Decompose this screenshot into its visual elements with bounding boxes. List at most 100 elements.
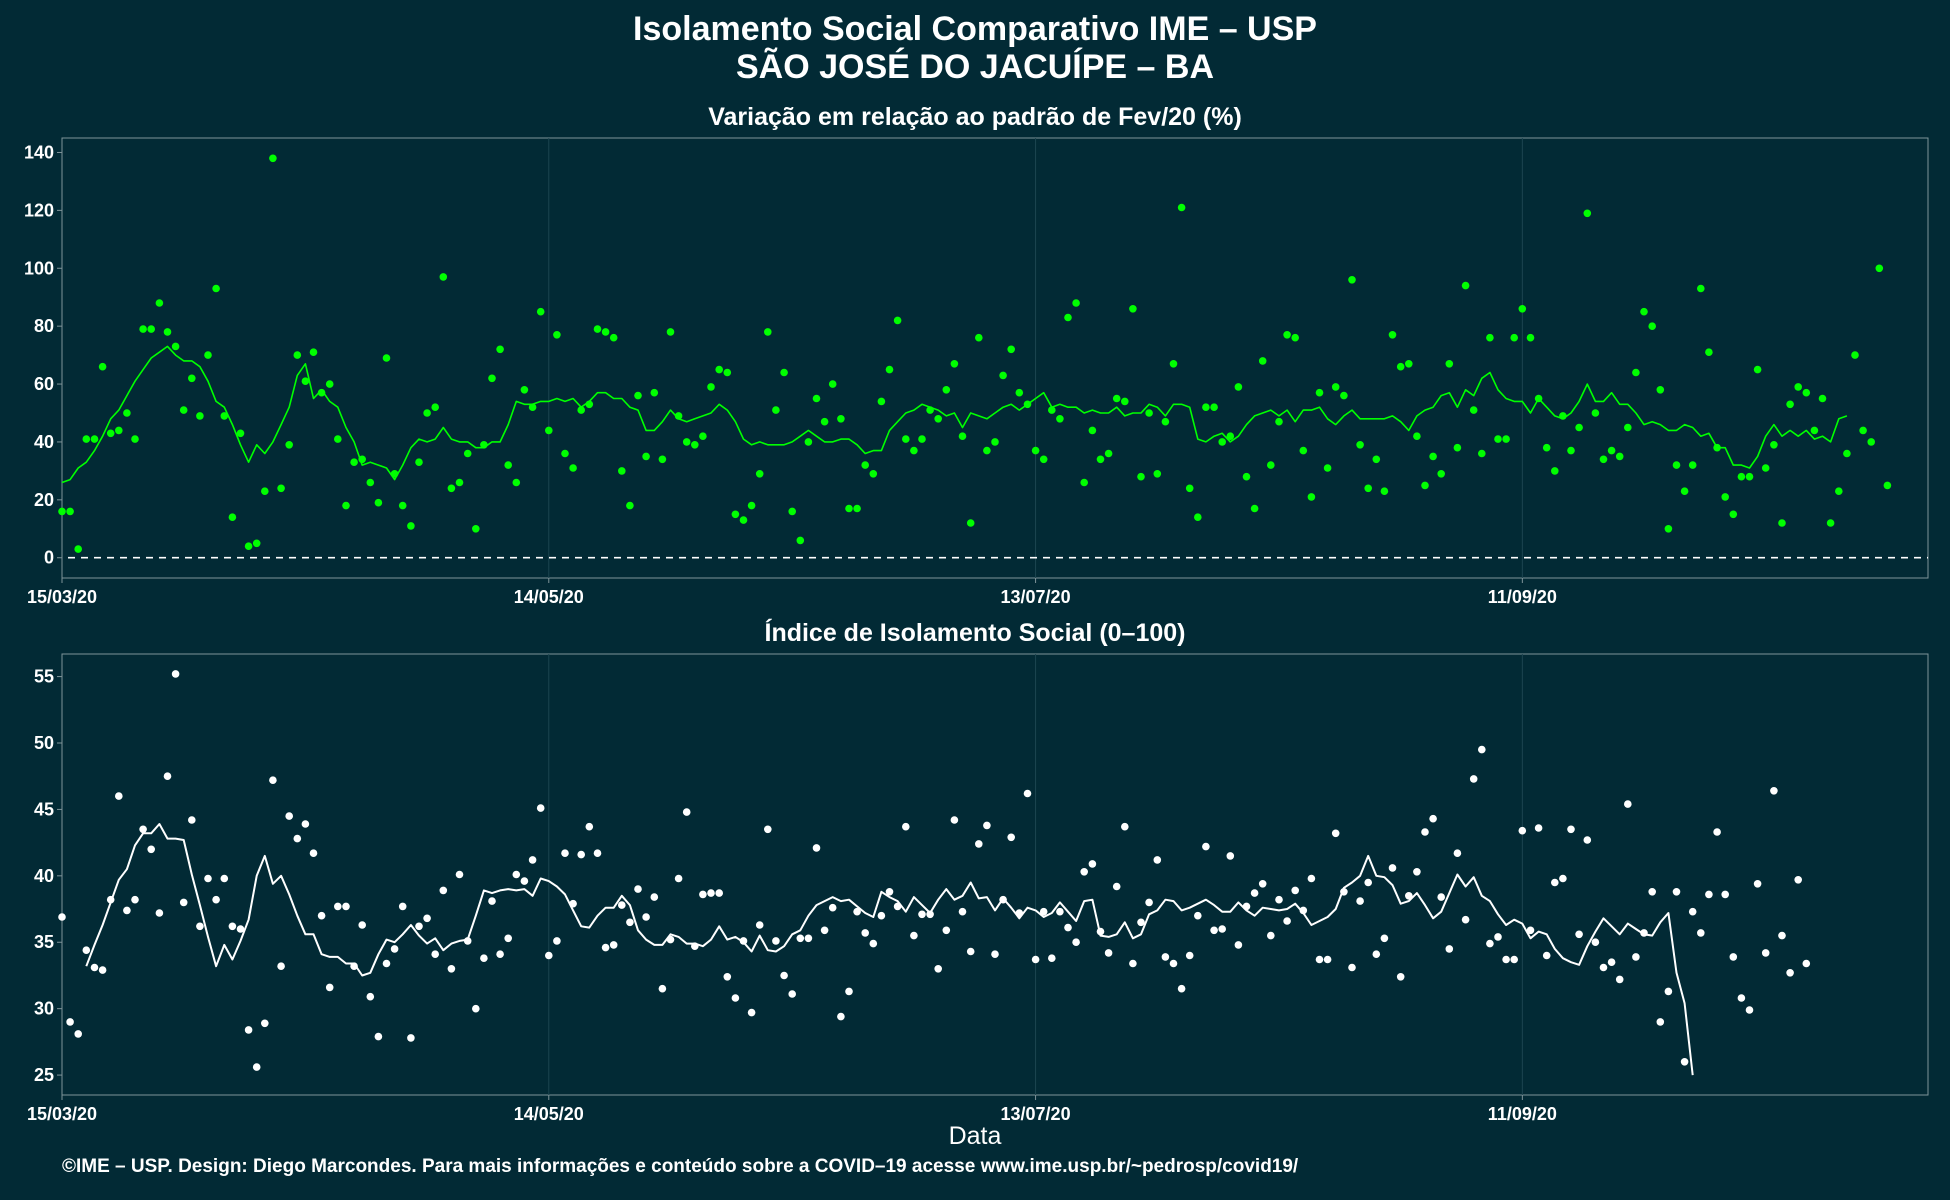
bottom-y-tick-label: 50 <box>34 733 54 753</box>
top-data-point <box>423 409 431 417</box>
bottom-data-point <box>893 902 902 911</box>
top-data-point <box>926 406 934 414</box>
top-data-point <box>261 487 269 496</box>
top-data-point <box>893 316 902 325</box>
bottom-data-point <box>1778 931 1786 940</box>
top-data-point <box>1356 441 1364 449</box>
top-data-point <box>236 429 245 438</box>
bottom-data-point <box>350 962 358 970</box>
top-data-point <box>1761 464 1770 472</box>
top-data-point <box>277 484 285 493</box>
top-data-point <box>634 391 642 400</box>
top-data-point <box>877 397 886 406</box>
bottom-data-point <box>334 902 342 911</box>
bottom-data-point <box>415 922 423 931</box>
top-data-point <box>674 412 683 420</box>
top-data-point <box>455 478 464 487</box>
top-y-tick-label: 40 <box>34 432 54 452</box>
top-data-point <box>1104 449 1113 458</box>
top-data-point <box>1323 464 1332 472</box>
bottom-data-point <box>618 901 626 909</box>
bottom-data-point <box>1031 955 1040 964</box>
top-data-point <box>593 325 602 333</box>
bottom-data-point <box>869 939 878 948</box>
bottom-data-point <box>1153 856 1162 864</box>
top-data-point <box>1640 307 1648 316</box>
top-data-point <box>285 441 294 449</box>
bottom-data-point <box>1388 864 1397 872</box>
top-data-point <box>642 452 650 461</box>
bottom-data-point <box>877 911 886 920</box>
bottom-data-point <box>496 950 504 958</box>
top-data-point <box>431 403 440 412</box>
bottom-data-point <box>1348 963 1356 972</box>
bottom-data-point <box>658 984 667 993</box>
top-data-point <box>1153 470 1162 478</box>
bottom-data-point <box>431 950 440 958</box>
bottom-data-point <box>1226 852 1235 860</box>
bottom-data-point <box>1291 886 1299 895</box>
bottom-data-point <box>1510 955 1518 964</box>
top-data-point <box>488 374 496 383</box>
top-x-tick-label: 15/03/20 <box>27 587 97 607</box>
top-data-point <box>853 504 861 513</box>
top-data-point <box>98 362 107 371</box>
top-data-point <box>504 461 512 469</box>
top-data-point <box>1810 426 1819 435</box>
top-data-point <box>350 458 358 467</box>
bottom-data-point <box>812 844 821 852</box>
bottom-data-point <box>1607 958 1616 966</box>
top-y-tick-label: 80 <box>34 316 54 336</box>
top-data-point <box>1713 443 1721 452</box>
top-data-point <box>1348 276 1356 284</box>
bottom-data-point <box>1421 828 1429 836</box>
top-data-point <box>139 325 147 333</box>
bottom-data-point <box>796 934 805 943</box>
top-data-point <box>1688 461 1697 469</box>
top-data-point <box>536 307 545 316</box>
bottom-data-point <box>82 946 91 954</box>
top-data-point <box>1737 472 1746 481</box>
bottom-data-point <box>1340 888 1348 896</box>
top-data-point <box>885 365 894 374</box>
bottom-data-point <box>277 962 285 970</box>
top-data-point <box>966 519 975 527</box>
top-data-point <box>553 331 561 339</box>
bottom-data-point <box>204 874 212 883</box>
bottom-data-point <box>1494 933 1502 941</box>
bottom-data-point <box>958 907 967 916</box>
bottom-data-point <box>1023 789 1032 798</box>
bottom-data-point <box>398 902 407 911</box>
bottom-data-point <box>374 1032 383 1041</box>
bottom-data-point <box>1323 955 1332 964</box>
bottom-data-point <box>472 1004 480 1013</box>
bottom-data-point <box>1331 829 1340 838</box>
top-data-point <box>1226 432 1235 441</box>
bottom-data-point <box>1315 955 1324 964</box>
top-data-point <box>82 435 91 443</box>
top-data-point <box>1510 333 1518 342</box>
bottom-data-point <box>366 992 375 1001</box>
figure-title-line1: Isolamento Social Comparativo IME – USP <box>633 10 1317 48</box>
top-data-point <box>398 501 407 510</box>
bottom-data-point <box>188 816 196 824</box>
top-data-point <box>1039 455 1048 464</box>
bottom-data-point <box>301 820 310 828</box>
top-data-point <box>1624 423 1632 432</box>
top-data-point <box>1851 351 1859 359</box>
top-data-point <box>196 412 204 420</box>
bottom-data-point <box>1185 951 1194 960</box>
top-data-point <box>252 539 261 548</box>
top-data-point <box>723 368 732 377</box>
bottom-y-tick-label: 55 <box>34 667 54 687</box>
bottom-data-point <box>1364 878 1372 887</box>
bottom-data-point <box>1786 969 1794 977</box>
top-data-point <box>374 498 383 507</box>
bottom-data-point <box>252 1063 261 1071</box>
top-data-point <box>1080 478 1088 487</box>
bottom-data-point <box>999 895 1007 904</box>
bottom-data-point <box>1469 775 1478 783</box>
bottom-data-point <box>285 812 294 820</box>
bottom-data-point <box>309 849 318 857</box>
top-data-point <box>1721 493 1729 501</box>
